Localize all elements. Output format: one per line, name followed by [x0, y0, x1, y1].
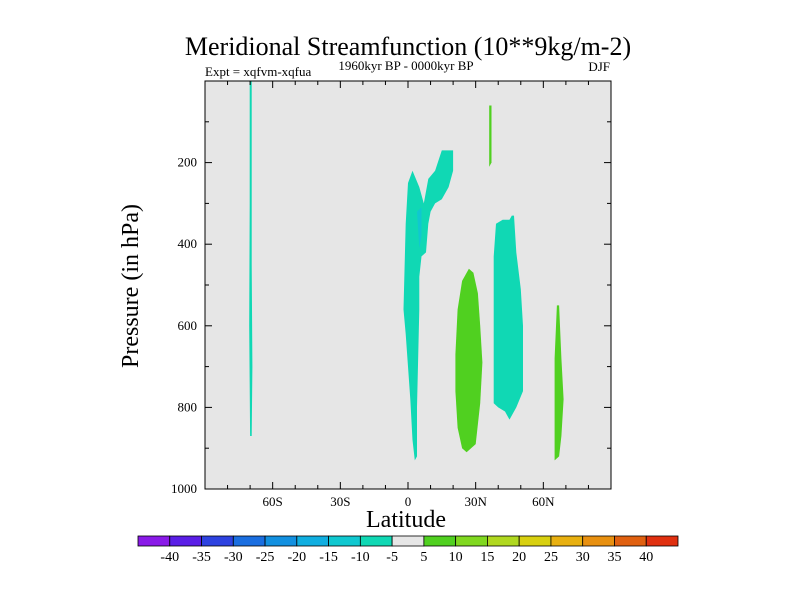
x-tick-label: 30N — [464, 494, 487, 509]
colorbar-label: 25 — [544, 550, 558, 565]
season-label: DJF — [588, 59, 610, 74]
colorbar-swatch — [518, 535, 552, 547]
colorbar-swatch — [645, 535, 679, 547]
colorbar-label: 40 — [639, 550, 653, 565]
contour-region — [249, 81, 253, 436]
x-tick-label: 30S — [330, 494, 350, 509]
chart-title: Meridional Streamfunction (10**9kg/m-2) — [185, 32, 631, 61]
contour-region — [554, 305, 564, 461]
colorbar-swatch — [232, 535, 266, 547]
y-tick-label: 1000 — [171, 481, 197, 496]
contour-region — [455, 268, 483, 453]
colorbar-swatch — [391, 535, 425, 547]
x-tick-label: 60N — [532, 494, 555, 509]
colorbar-label: -15 — [319, 550, 338, 565]
y-tick-label: 200 — [178, 155, 198, 170]
colorbar-swatch — [423, 535, 457, 547]
contour-region — [489, 105, 492, 167]
x-tick-label: 0 — [405, 494, 412, 509]
colorbar-swatch — [328, 535, 361, 547]
colorbar-label: -20 — [287, 550, 306, 565]
axis-ticks: 60S 30S 0 30N 60N 200 400 600 800 1000 — [171, 81, 611, 509]
y-tick-label: 400 — [178, 236, 198, 251]
experiment-label: Expt = xqfvm-xqfua — [205, 64, 311, 79]
colorbar-label: -30 — [224, 550, 243, 565]
colorbar-label: 5 — [420, 550, 427, 565]
y-tick-label: 800 — [178, 399, 198, 414]
colorbar-swatch — [296, 535, 329, 547]
chart-subtitle: 1960kyr BP - 0000kyr BP — [338, 58, 473, 73]
colorbar-label: -40 — [160, 550, 179, 565]
colorbar-swatch — [582, 535, 615, 547]
colorbar-label: 20 — [512, 550, 526, 565]
contour-regions — [249, 81, 564, 461]
colorbar-swatch — [169, 535, 202, 547]
colorbar-swatch — [455, 535, 488, 547]
colorbar-swatch — [614, 535, 647, 547]
colorbar-label: 30 — [576, 550, 590, 565]
colorbar-label: 35 — [607, 550, 621, 565]
contour-region — [493, 215, 523, 420]
colorbar-label: -10 — [351, 550, 370, 565]
colorbar-label: 15 — [480, 550, 494, 565]
colorbar-swatch — [264, 535, 298, 547]
contour-region — [403, 150, 454, 461]
colorbar-label: -5 — [386, 550, 398, 565]
colorbar-label: -25 — [256, 550, 275, 565]
colorbar: -40 -35 -30 -25 -20 -15 -10 -5 5 10 15 20 25 30 35 40 — [137, 535, 679, 565]
colorbar-label: -35 — [192, 550, 211, 565]
colorbar-swatch — [201, 535, 234, 547]
colorbar-swatch — [550, 535, 584, 547]
x-tick-label: 60S — [263, 494, 283, 509]
colorbar-swatch — [359, 535, 393, 547]
y-axis-label: Pressure (in hPa) — [118, 204, 144, 368]
colorbar-swatch — [487, 535, 520, 547]
colorbar-label: 10 — [449, 550, 463, 565]
x-axis-label: Latitude — [366, 507, 446, 533]
contour-region — [417, 207, 422, 249]
colorbar-swatch — [137, 535, 171, 547]
y-tick-label: 600 — [178, 318, 198, 333]
